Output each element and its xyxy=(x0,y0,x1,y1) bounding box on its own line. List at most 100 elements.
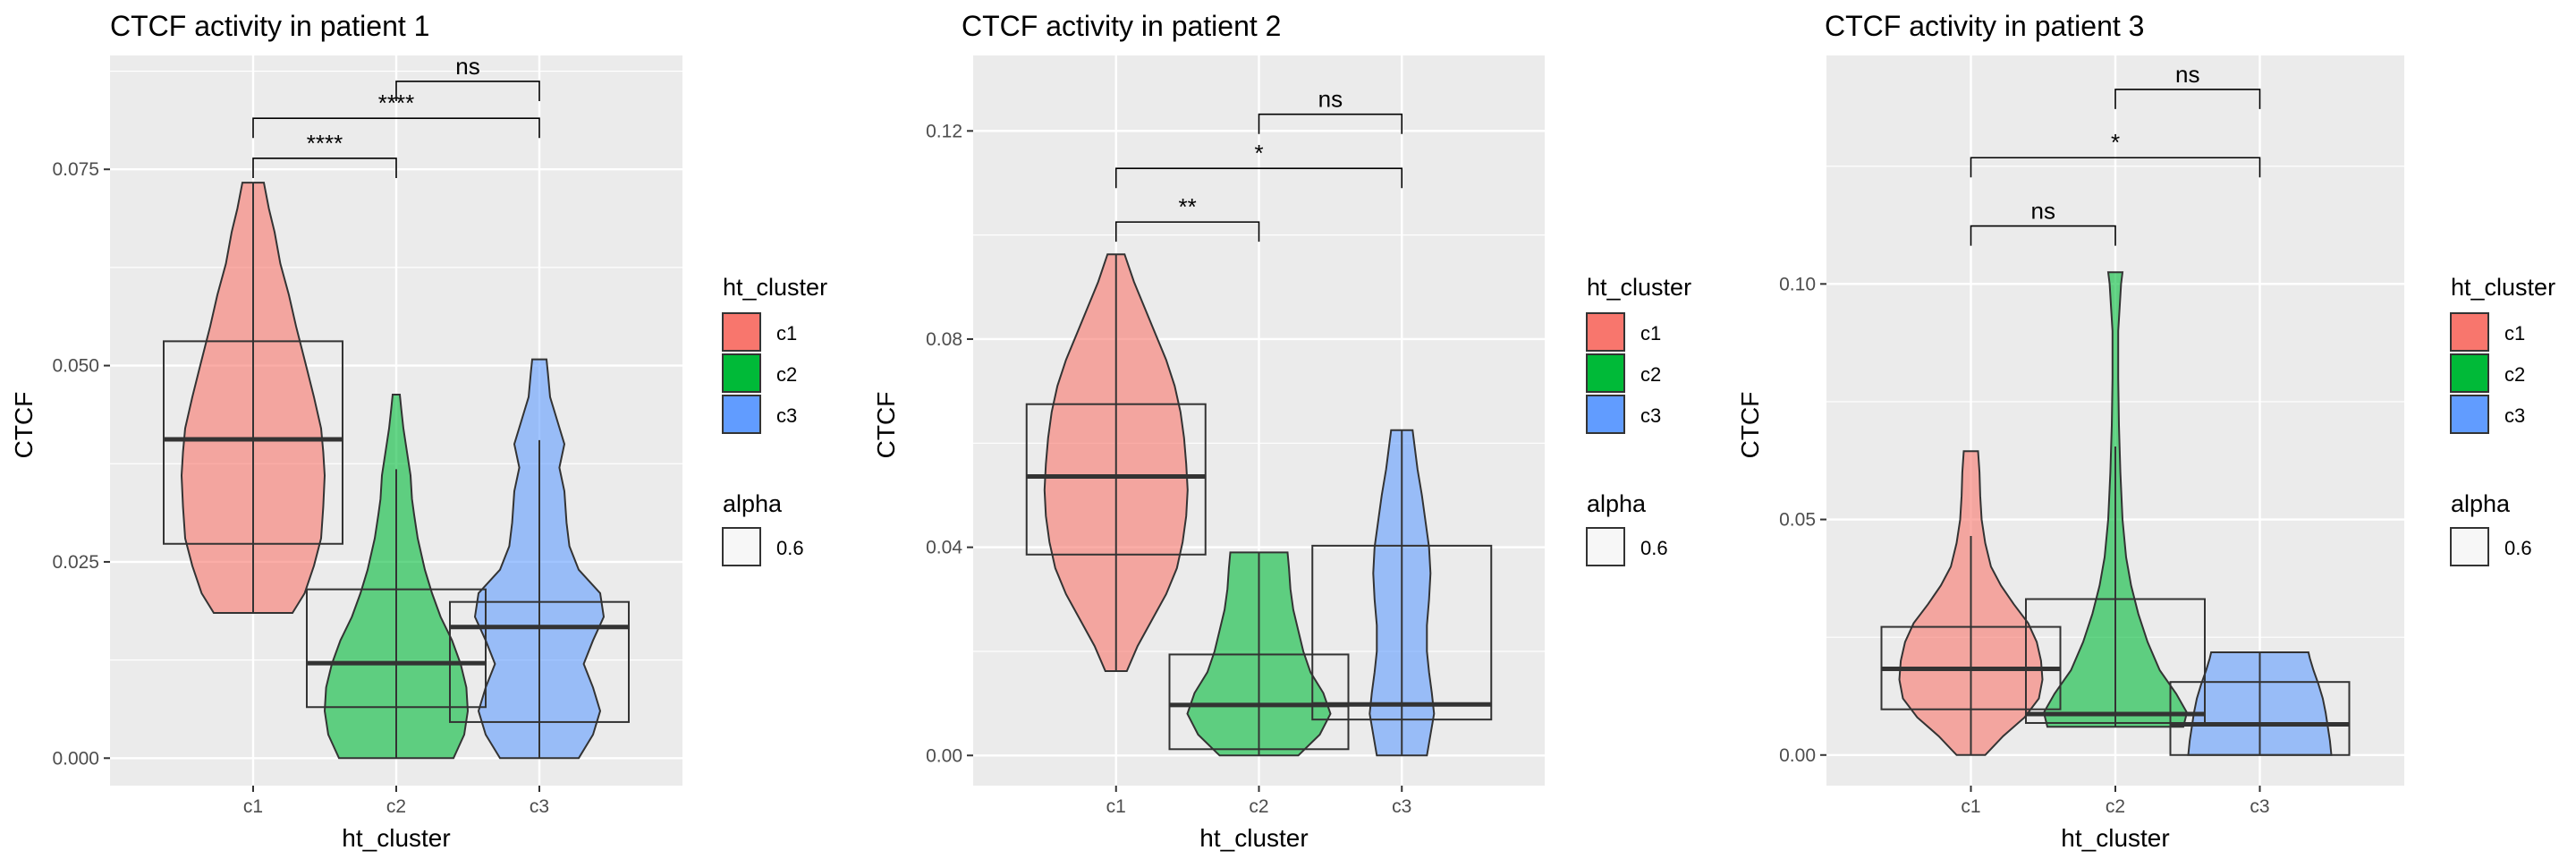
box-c2 xyxy=(1168,653,1350,751)
significance-bracket xyxy=(252,117,540,139)
legend-label-c1: c1 xyxy=(776,322,797,344)
chart-panel-patient-3: CTCF activity in patient 3 0.00 0.05 0.10 c… xyxy=(1736,10,2555,852)
legend-key-c3 xyxy=(2450,395,2489,434)
legend-item-c1: c1 xyxy=(2450,312,2525,352)
legend: ht_cluster c1 c2 c3 alpha 0.6 xyxy=(1586,274,1691,566)
legend-item-c3: c3 xyxy=(2450,395,2525,434)
x-tick-label: c1 xyxy=(243,796,263,817)
legend-item-c2: c2 xyxy=(2450,353,2525,393)
y-tick-label: 0.05 xyxy=(1779,510,1816,531)
legend-key-c3 xyxy=(722,395,761,434)
significance-bracket xyxy=(1114,167,1403,189)
legend-key-c3 xyxy=(1586,395,1625,434)
significance-label: * xyxy=(1254,140,1263,166)
y-tick-label: 0.10 xyxy=(1779,274,1816,294)
legend-item-c1: c1 xyxy=(1586,312,1661,352)
y-tick-label: 0.04 xyxy=(926,538,962,558)
legend-key-c1 xyxy=(2450,312,2489,352)
significance-label: ns xyxy=(455,53,479,80)
legend-label-alpha: 0.6 xyxy=(1640,537,1668,559)
significance-bracket xyxy=(1258,113,1403,134)
legend-item-c1: c1 xyxy=(722,312,797,352)
legend-key-c1 xyxy=(722,312,761,352)
x-tick-label: c3 xyxy=(2250,796,2269,817)
significance-label: ** xyxy=(1179,193,1197,220)
legend-fill-title: ht_cluster xyxy=(723,274,827,301)
y-axis-title: CTCF xyxy=(10,392,38,459)
legend: ht_cluster c1 c2 c3 alpha 0.6 xyxy=(2450,274,2555,566)
legend-label-c3: c3 xyxy=(2504,404,2525,427)
x-tick-label: c2 xyxy=(386,796,406,817)
legend-label-c1: c1 xyxy=(1640,322,1661,344)
x-tick-label: c2 xyxy=(2106,796,2125,817)
box-c1 xyxy=(1025,403,1207,556)
y-tick-label: 0.050 xyxy=(52,356,99,377)
legend-key-alpha xyxy=(2450,527,2489,566)
box-c3 xyxy=(2169,681,2351,756)
y-tick-label: 0.00 xyxy=(926,745,962,766)
legend-key-c2 xyxy=(1586,353,1625,393)
legend-key-alpha xyxy=(1586,527,1625,566)
significance-label: **** xyxy=(307,130,343,157)
legend-label-alpha: 0.6 xyxy=(2504,537,2532,559)
significance-label: ns xyxy=(2175,61,2199,88)
box-c2 xyxy=(2025,598,2206,724)
y-tick-label: 0.025 xyxy=(52,552,99,573)
legend-alpha-title: alpha xyxy=(1587,490,1647,517)
box-c2 xyxy=(306,588,487,709)
legend-fill-title: ht_cluster xyxy=(1587,274,1691,301)
x-axis-title: ht_cluster xyxy=(342,824,450,852)
y-tick-label: 0.075 xyxy=(52,159,99,180)
legend-item-c2: c2 xyxy=(722,353,797,393)
y-tick-label: 0.08 xyxy=(926,329,962,350)
legend-label-c2: c2 xyxy=(1640,363,1661,386)
legend-key-c1 xyxy=(1586,312,1625,352)
significance-bracket xyxy=(1970,225,2116,246)
plot-area: 0.00 0.05 0.10 c1 c2 c3 ns * ns xyxy=(1779,55,2404,817)
significance-label: ns xyxy=(1318,86,1343,113)
chart-title: CTCF activity in patient 1 xyxy=(110,10,429,42)
x-tick-label: c3 xyxy=(530,796,549,817)
significance-bracket xyxy=(2114,89,2261,109)
legend-key-alpha xyxy=(722,527,761,566)
significance-label: ns xyxy=(2031,198,2055,225)
legend-item-c2: c2 xyxy=(1586,353,1661,393)
x-tick-label: c2 xyxy=(1249,796,1268,817)
legend-alpha-title: alpha xyxy=(2451,490,2511,517)
y-tick-label: 0.12 xyxy=(926,121,962,141)
legend-label-c2: c2 xyxy=(776,363,797,386)
y-tick-label: 0.000 xyxy=(52,748,99,769)
x-axis-title: ht_cluster xyxy=(2061,824,2169,852)
legend-item-c3: c3 xyxy=(1586,395,1661,434)
legend-key-c2 xyxy=(2450,353,2489,393)
legend-label-alpha: 0.6 xyxy=(776,537,804,559)
box-c3 xyxy=(1311,544,1493,721)
y-axis-title: CTCF xyxy=(1736,392,1764,459)
box-c3 xyxy=(449,600,630,723)
significance-bracket xyxy=(1970,157,2261,178)
significance-bracket xyxy=(252,157,397,178)
legend-label-c3: c3 xyxy=(776,404,797,427)
box-c1 xyxy=(163,340,343,545)
legend-item-c3: c3 xyxy=(722,395,797,434)
chart-panel-patient-1: CTCF activity in patient 1 0.000 0.025 0.0… xyxy=(10,10,827,852)
chart-panel-patient-2: CTCF activity in patient 2 0.00 0.04 0.08 0… xyxy=(872,10,1691,852)
chart-title: CTCF activity in patient 3 xyxy=(1825,10,2144,42)
legend: ht_cluster c1 c2 c3 alpha 0.6 xyxy=(722,274,827,566)
y-tick-label: 0.00 xyxy=(1779,745,1816,766)
x-axis-title: ht_cluster xyxy=(1199,824,1308,852)
significance-label: * xyxy=(2111,129,2120,156)
x-tick-label: c1 xyxy=(1106,796,1126,817)
legend-fill-title: ht_cluster xyxy=(2451,274,2555,301)
legend-alpha-title: alpha xyxy=(723,490,783,517)
x-tick-label: c1 xyxy=(1961,796,1980,817)
legend-key-c2 xyxy=(722,353,761,393)
significance-bracket xyxy=(1114,221,1260,242)
y-axis-title: CTCF xyxy=(872,392,900,459)
legend-label-c1: c1 xyxy=(2504,322,2525,344)
significance-bracket xyxy=(395,81,540,101)
legend-label-c3: c3 xyxy=(1640,404,1661,427)
